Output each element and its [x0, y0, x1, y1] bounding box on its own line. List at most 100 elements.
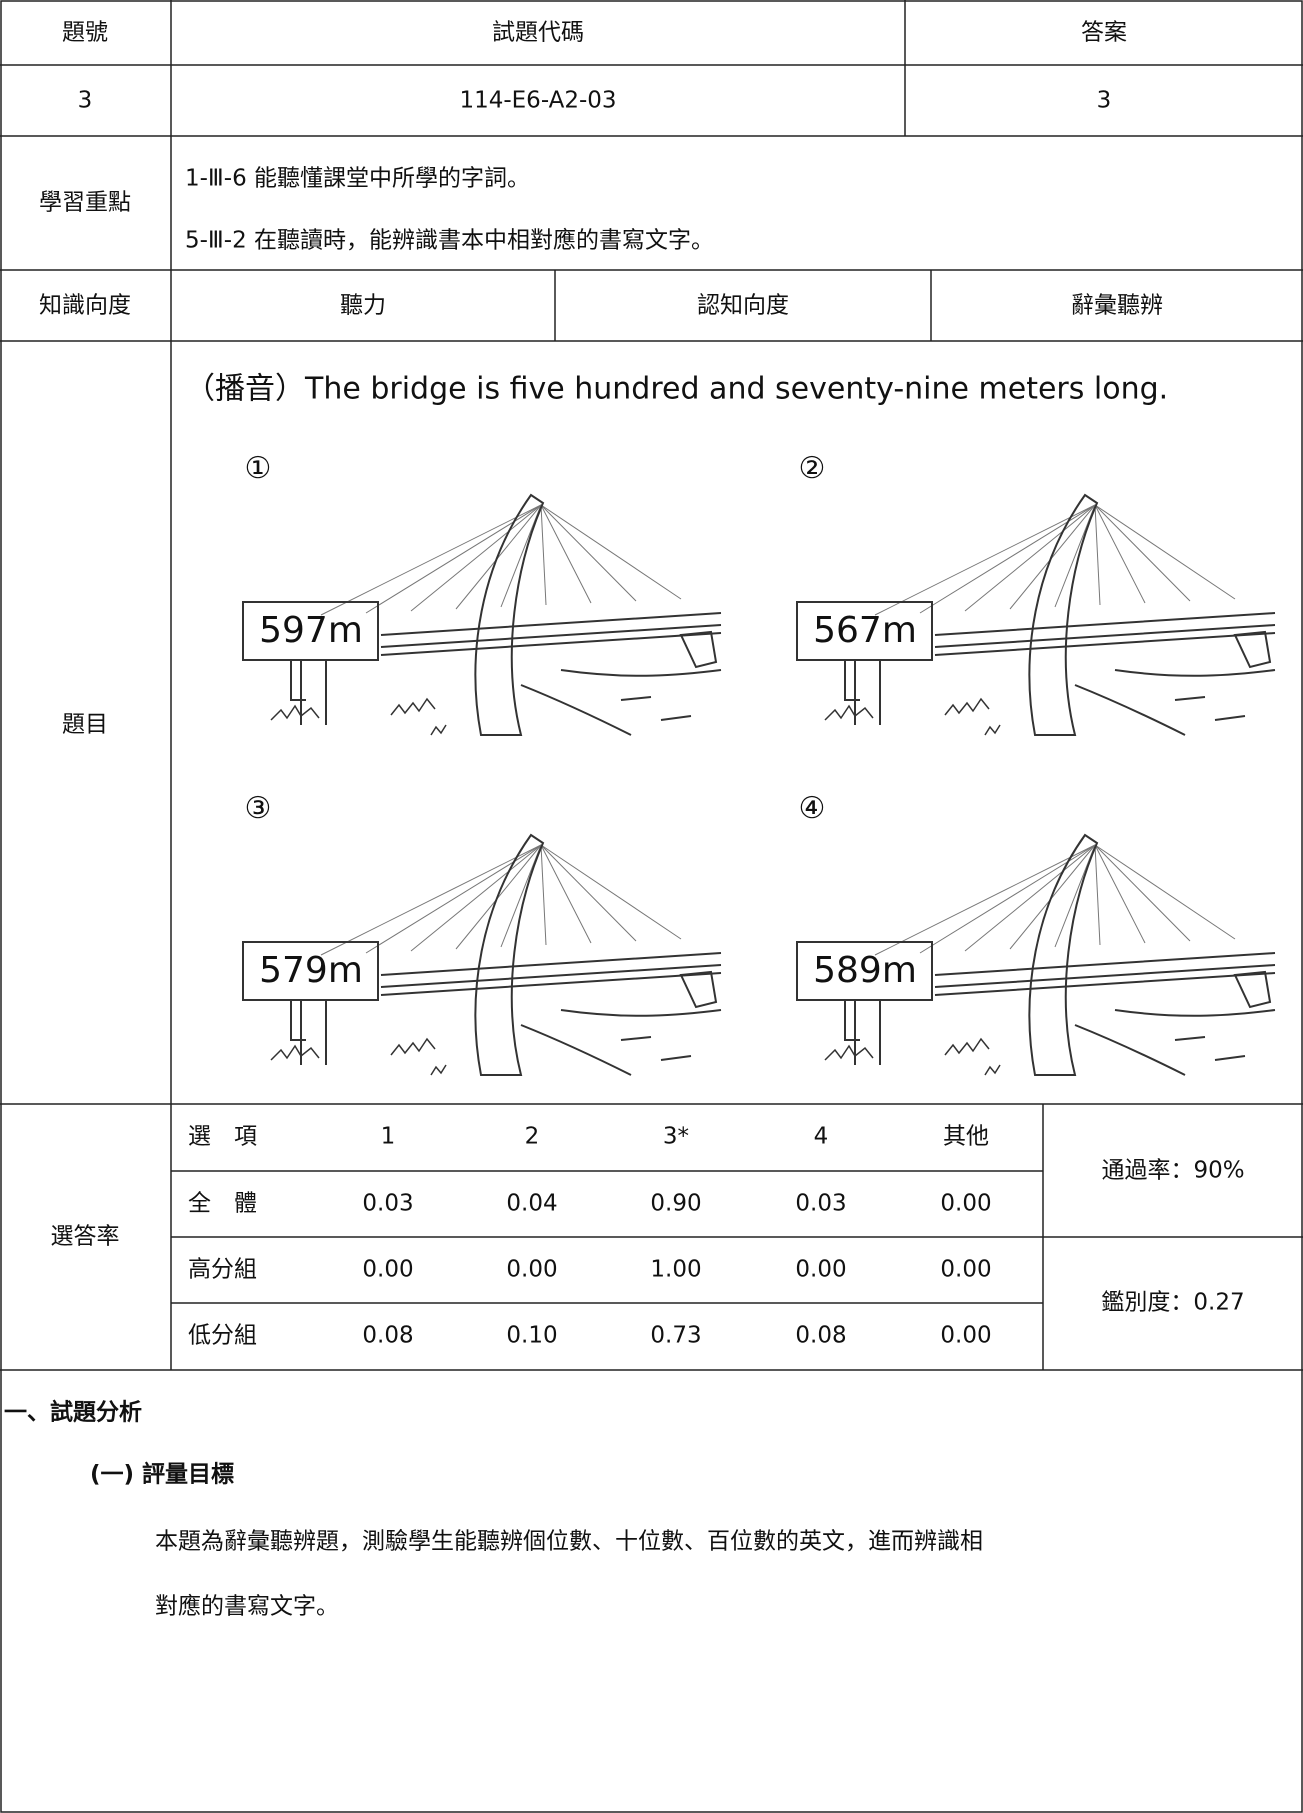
cable — [874, 844, 1096, 956]
grass — [824, 697, 1001, 736]
option-header: 3* — [663, 1124, 689, 1150]
river — [520, 669, 722, 736]
cable — [455, 504, 542, 610]
option-header: 選 項 — [188, 1124, 257, 1150]
support — [679, 630, 718, 669]
sign-text: 579m — [259, 950, 363, 991]
option-header: 2 — [525, 1124, 540, 1150]
row-label: 學習重點 — [39, 190, 131, 216]
post — [844, 1000, 881, 1065]
rate-value: 0.08 — [362, 1323, 413, 1349]
option-marker: ③ — [245, 791, 272, 826]
rate-value: 0.90 — [650, 1191, 701, 1217]
rate-value: 0.00 — [940, 1257, 991, 1283]
rate-value: 0.10 — [506, 1323, 557, 1349]
bridge-illustration: 589m — [796, 833, 1276, 1076]
deck — [380, 612, 722, 656]
option-header: 其他 — [943, 1124, 989, 1150]
cable — [540, 844, 682, 940]
cable — [540, 504, 682, 600]
cell-value: 聽力 — [340, 293, 386, 319]
cable — [1094, 844, 1146, 944]
cable — [1094, 504, 1146, 604]
option-marker: ① — [245, 451, 272, 486]
question-prompt: （播音）The bridge is five hundred and seven… — [185, 372, 1168, 407]
river — [1074, 1009, 1276, 1076]
cable — [540, 504, 592, 604]
cell-value: 辭彙聽辨 — [1071, 293, 1163, 319]
cable — [1094, 844, 1191, 942]
cable — [320, 504, 542, 616]
grass — [270, 1037, 447, 1076]
cable — [1094, 844, 1101, 946]
post — [290, 660, 327, 725]
subheading: (一) 評量目標 — [90, 1461, 234, 1488]
header-value: 3 — [78, 88, 93, 114]
option-marker: ④ — [799, 791, 826, 826]
cable — [410, 504, 542, 612]
cable — [540, 504, 637, 602]
discrimination: 鑑別度：0.27 — [1101, 1290, 1244, 1316]
pylon — [1028, 833, 1099, 1076]
cable — [365, 504, 542, 614]
deck — [934, 952, 1276, 996]
header-label: 答案 — [1081, 20, 1127, 46]
sign-text: 589m — [813, 950, 917, 991]
rate-value: 0.00 — [940, 1191, 991, 1217]
bridge-illustration: 579m — [242, 833, 722, 1076]
sign-board — [242, 941, 379, 1001]
cable — [1009, 844, 1096, 950]
cable — [540, 844, 637, 942]
cable — [455, 844, 542, 950]
deck — [380, 952, 722, 996]
header-value: 114-E6-A2-03 — [459, 88, 616, 114]
cable — [1094, 504, 1191, 602]
group-label: 全 體 — [188, 1191, 257, 1217]
post — [844, 660, 881, 725]
cable — [540, 844, 547, 946]
header-value: 3 — [1097, 88, 1112, 114]
river — [1074, 669, 1276, 736]
grass — [270, 697, 447, 736]
cable — [964, 504, 1096, 612]
support — [1233, 630, 1272, 669]
pylon — [474, 493, 545, 736]
rate-value: 0.04 — [506, 1191, 557, 1217]
bridge-illustration: 567m — [796, 493, 1276, 736]
group-label: 低分組 — [188, 1323, 257, 1349]
cable — [919, 844, 1096, 954]
bridge-illustration: 597m — [242, 493, 722, 736]
grass — [824, 1037, 1001, 1076]
sign-board — [796, 601, 933, 661]
river — [520, 1009, 722, 1076]
cable — [1094, 504, 1101, 606]
pass-rate: 通過率：90% — [1101, 1158, 1244, 1184]
cable — [919, 504, 1096, 614]
cable — [540, 844, 592, 944]
rate-value: 1.00 — [650, 1257, 701, 1283]
sign-board — [796, 941, 933, 1001]
support — [679, 970, 718, 1009]
pylon — [1028, 493, 1099, 736]
pylon — [474, 833, 545, 1076]
header-label: 題號 — [62, 20, 108, 46]
cable — [410, 844, 542, 952]
sign-text: 597m — [259, 610, 363, 651]
cable — [1094, 844, 1236, 940]
rate-value: 0.08 — [795, 1323, 846, 1349]
cable — [1009, 504, 1096, 610]
rate-value: 0.00 — [362, 1257, 413, 1283]
rate-value: 0.03 — [362, 1191, 413, 1217]
paragraph-line: 對應的書寫文字。 — [155, 1594, 339, 1620]
cell-label: 認知向度 — [697, 293, 789, 319]
table-lines — [0, 0, 1303, 1371]
row-label: 題目 — [62, 712, 108, 738]
section-heading: 一、試題分析 — [4, 1399, 142, 1426]
option-header: 1 — [381, 1124, 396, 1150]
rate-value: 0.00 — [506, 1257, 557, 1283]
deck — [934, 612, 1276, 656]
sign-board — [242, 601, 379, 661]
rate-value: 0.00 — [940, 1323, 991, 1349]
